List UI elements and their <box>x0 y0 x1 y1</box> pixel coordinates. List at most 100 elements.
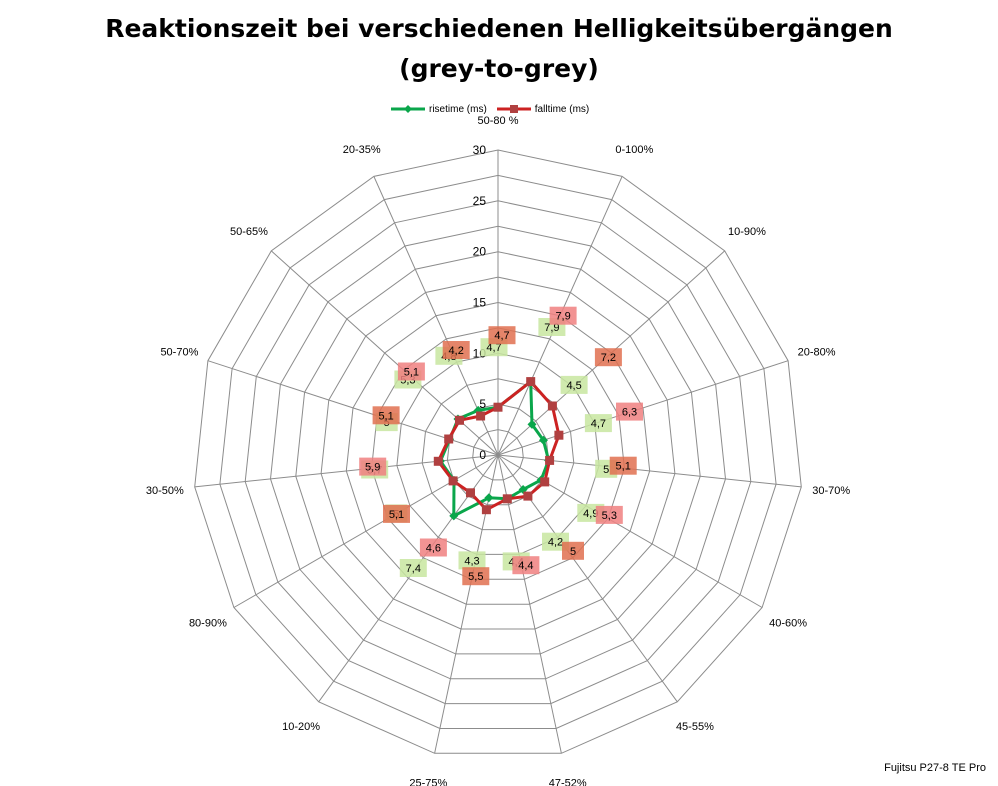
falltime-label-box <box>397 362 425 381</box>
legend-label-falltime: falltime (ms) <box>534 103 590 115</box>
falltime-label-box <box>419 538 447 557</box>
category-label: 50-70% <box>160 347 198 359</box>
falltime-legend-icon <box>496 105 531 113</box>
falltime-point <box>545 455 555 465</box>
falltime-label-box <box>488 326 516 345</box>
falltime-data-label: 7,2 <box>601 352 616 364</box>
falltime-point <box>540 477 550 487</box>
grid-ring <box>421 378 575 531</box>
falltime-data-label: 4,4 <box>518 560 533 572</box>
grid-ring <box>320 276 676 630</box>
falltime-data-label: 4,7 <box>494 330 509 342</box>
grid-spoke <box>194 454 499 488</box>
falltime-label-box <box>462 567 490 586</box>
falltime-data-label: 4,6 <box>426 543 441 555</box>
footer-model-name: Fujitsu P27-8 TE Pro <box>884 762 986 774</box>
risetime-data-label: 4,7 <box>486 342 501 354</box>
grid-ring <box>295 251 701 655</box>
falltime-data-label: 5,9 <box>365 462 380 474</box>
falltime-label-box <box>594 348 622 367</box>
radial-tick-label: 0 <box>479 448 486 462</box>
legend-entry-falltime: falltime (ms) <box>496 103 590 115</box>
risetime-label-box <box>584 414 612 433</box>
category-label: 10-90% <box>728 226 766 238</box>
falltime-data-label: 5,3 <box>602 510 617 522</box>
falltime-point <box>466 488 475 498</box>
risetime-data-label: 4,3 <box>464 555 479 567</box>
falltime-label-box <box>562 541 584 560</box>
falltime-point <box>554 430 564 440</box>
falltime-point <box>526 377 536 387</box>
chart-title-line-1: Reaktionszeit bei verschiedenen Helligke… <box>105 14 893 43</box>
category-label: 30-50% <box>146 485 184 497</box>
falltime-point <box>455 415 464 425</box>
falltime-label-box <box>512 556 540 575</box>
grid-ring <box>472 429 524 481</box>
category-label: 50-80 % <box>478 115 519 127</box>
risetime-point <box>538 435 548 445</box>
grid-ring <box>396 352 600 555</box>
falltime-series-line <box>436 380 561 512</box>
radial-tick-label: 5 <box>479 397 486 411</box>
falltime-data-label: 5,1 <box>404 367 419 379</box>
grid-spoke <box>497 454 562 754</box>
category-label: 47-52% <box>549 778 587 786</box>
risetime-data-label: 4,2 <box>548 537 563 549</box>
category-label: 20-80% <box>798 347 836 359</box>
risetime-label-box <box>560 375 588 394</box>
risetime-point <box>484 493 494 503</box>
category-label: 80-90% <box>189 618 227 630</box>
falltime-data-label: 7,9 <box>555 311 570 323</box>
falltime-data-label: 5,5 <box>468 571 483 583</box>
falltime-data-label: 5,1 <box>389 509 404 521</box>
chart-title-line-2: (grey-to-grey) <box>399 54 599 83</box>
falltime-point <box>433 456 443 466</box>
grid-spoke <box>497 454 763 608</box>
falltime-point <box>444 434 454 444</box>
falltime-label-box <box>442 341 470 359</box>
risetime-point <box>449 511 459 521</box>
category-label: 45-55% <box>676 721 714 733</box>
grid-ring <box>219 174 777 729</box>
falltime-label-box <box>616 402 643 421</box>
legend: risetime (ms) falltime (ms) <box>391 100 589 118</box>
falltime-label-box <box>595 505 623 524</box>
falltime-data-label: 5,1 <box>616 461 631 473</box>
risetime-label-box <box>399 559 427 577</box>
legend-label-risetime: risetime (ms) <box>429 103 487 115</box>
falltime-label-box <box>549 306 577 325</box>
falltime-data-label: 5,1 <box>378 410 393 422</box>
falltime-point <box>476 411 486 421</box>
risetime-point <box>527 419 537 429</box>
grid-spoke <box>434 454 499 754</box>
falltime-label-box <box>609 456 637 475</box>
radial-tick-label: 15 <box>473 296 487 310</box>
category-label: 30-70% <box>812 485 850 497</box>
risetime-data-label: 7,9 <box>544 322 559 334</box>
risetime-data-label: 5 <box>603 464 609 476</box>
falltime-label-box <box>359 457 387 476</box>
falltime-data-label: 5 <box>570 546 576 558</box>
category-label: 25-75% <box>409 778 447 786</box>
falltime-point <box>547 401 557 411</box>
category-label: 40-60% <box>769 618 807 630</box>
legend-entry-risetime: risetime (ms) <box>391 104 487 115</box>
grid-ring <box>345 301 651 605</box>
falltime-point <box>448 476 458 486</box>
category-label: 10-20% <box>282 721 320 733</box>
falltime-data-label: 4,2 <box>449 345 464 357</box>
falltime-label-box <box>372 406 400 425</box>
risetime-data-label: 4,9 <box>583 508 598 520</box>
grid-ring <box>371 327 625 580</box>
category-label: 0-100% <box>615 144 653 156</box>
falltime-point <box>493 402 503 412</box>
risetime-data-label: 4,5 <box>566 380 581 392</box>
grid-ring <box>244 200 752 705</box>
risetime-label-box <box>458 551 486 570</box>
falltime-data-label: 6,3 <box>622 407 637 419</box>
radial-tick-label: 30 <box>473 143 487 157</box>
grid-spoke <box>207 360 499 456</box>
risetime-data-label: 7,4 <box>406 563 421 575</box>
falltime-label-box <box>383 504 410 523</box>
